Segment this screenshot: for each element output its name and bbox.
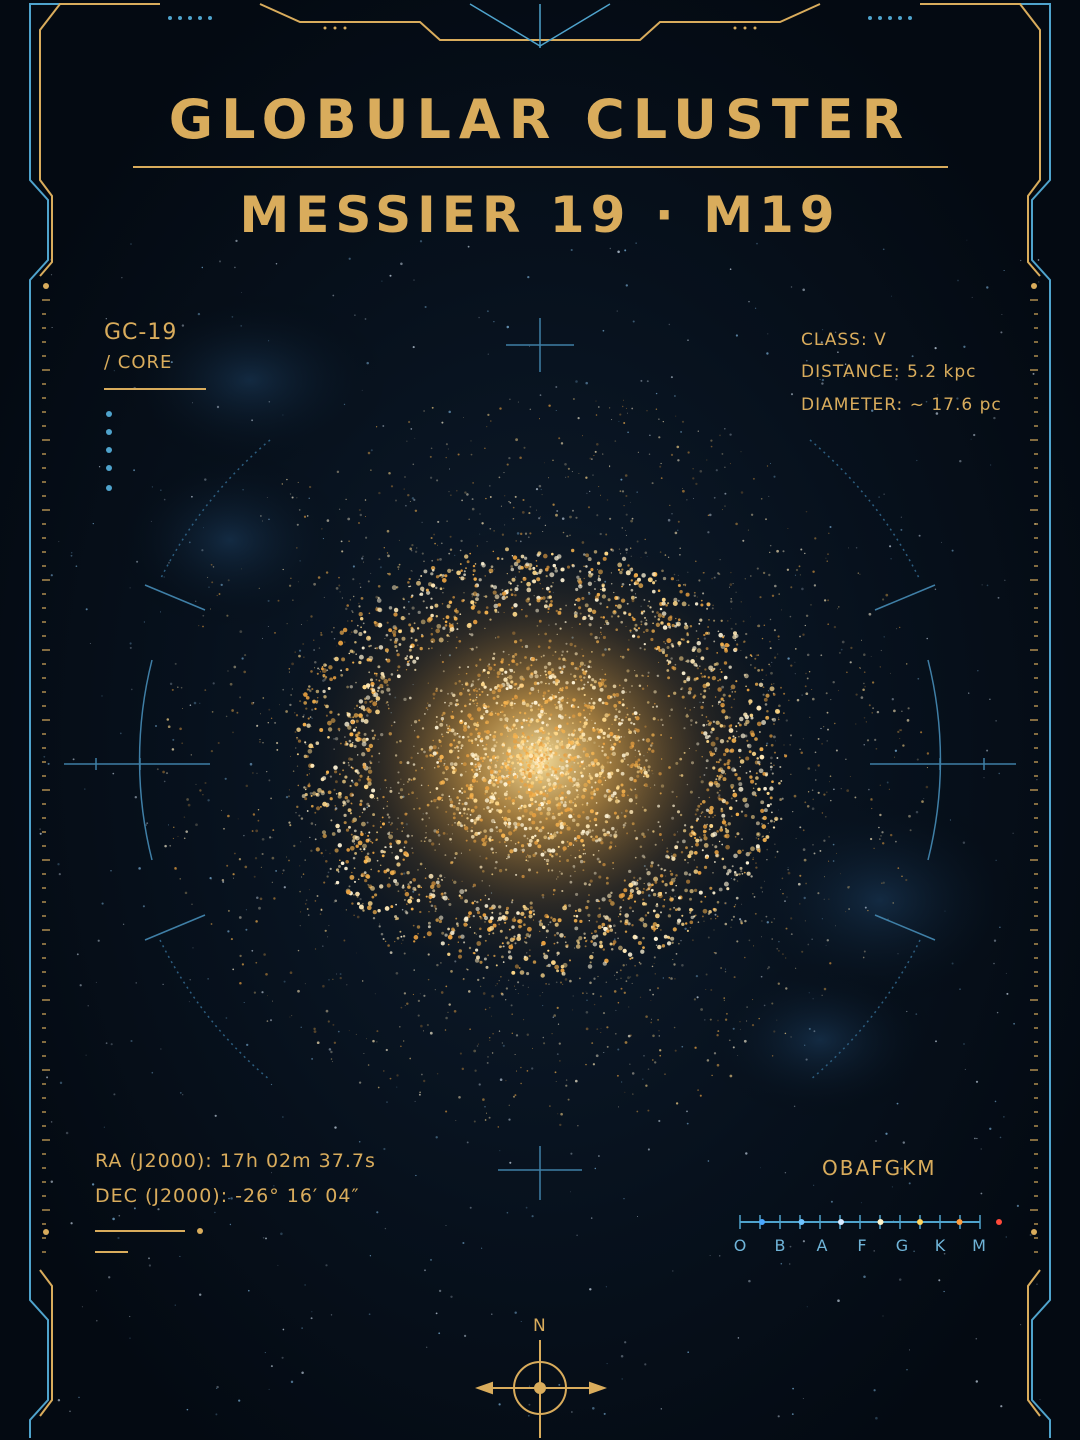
cluster-stars (156, 397, 930, 1128)
spectral-heading: OBAFGKM (822, 1156, 937, 1180)
class-stat: CLASS: V (801, 330, 887, 350)
compass-icon (475, 1340, 607, 1438)
page-title: GLOBULAR CLUSTER (168, 88, 912, 151)
diameter-stat: DIAMETER: ~ 17.6 pc (801, 395, 1002, 415)
object-designation: MESSIER 19 · M19 (239, 186, 841, 244)
distance-stat: DISTANCE: 5.2 kpc (801, 362, 977, 382)
declination: DEC (J2000): -26° 16′ 04″ (95, 1185, 360, 1207)
spectral-label-m: M (972, 1236, 986, 1255)
spectral-label-a: A (816, 1236, 828, 1255)
right-ascension: RA (J2000): 17h 02m 37.7s (95, 1150, 376, 1172)
spectral-label-g: G (895, 1236, 909, 1255)
compass-north-label: N (533, 1316, 547, 1336)
catalog-sublabel: / CORE (104, 352, 173, 373)
spectral-label-k: K (934, 1236, 946, 1255)
spectral-label-f: F (857, 1236, 867, 1255)
catalog-code: GC-19 (104, 320, 178, 345)
spectral-label-b: B (774, 1236, 786, 1255)
spectral-scale (739, 1215, 1002, 1229)
targeting-reticle (64, 318, 1016, 1200)
spectral-label-o: O (733, 1236, 747, 1255)
